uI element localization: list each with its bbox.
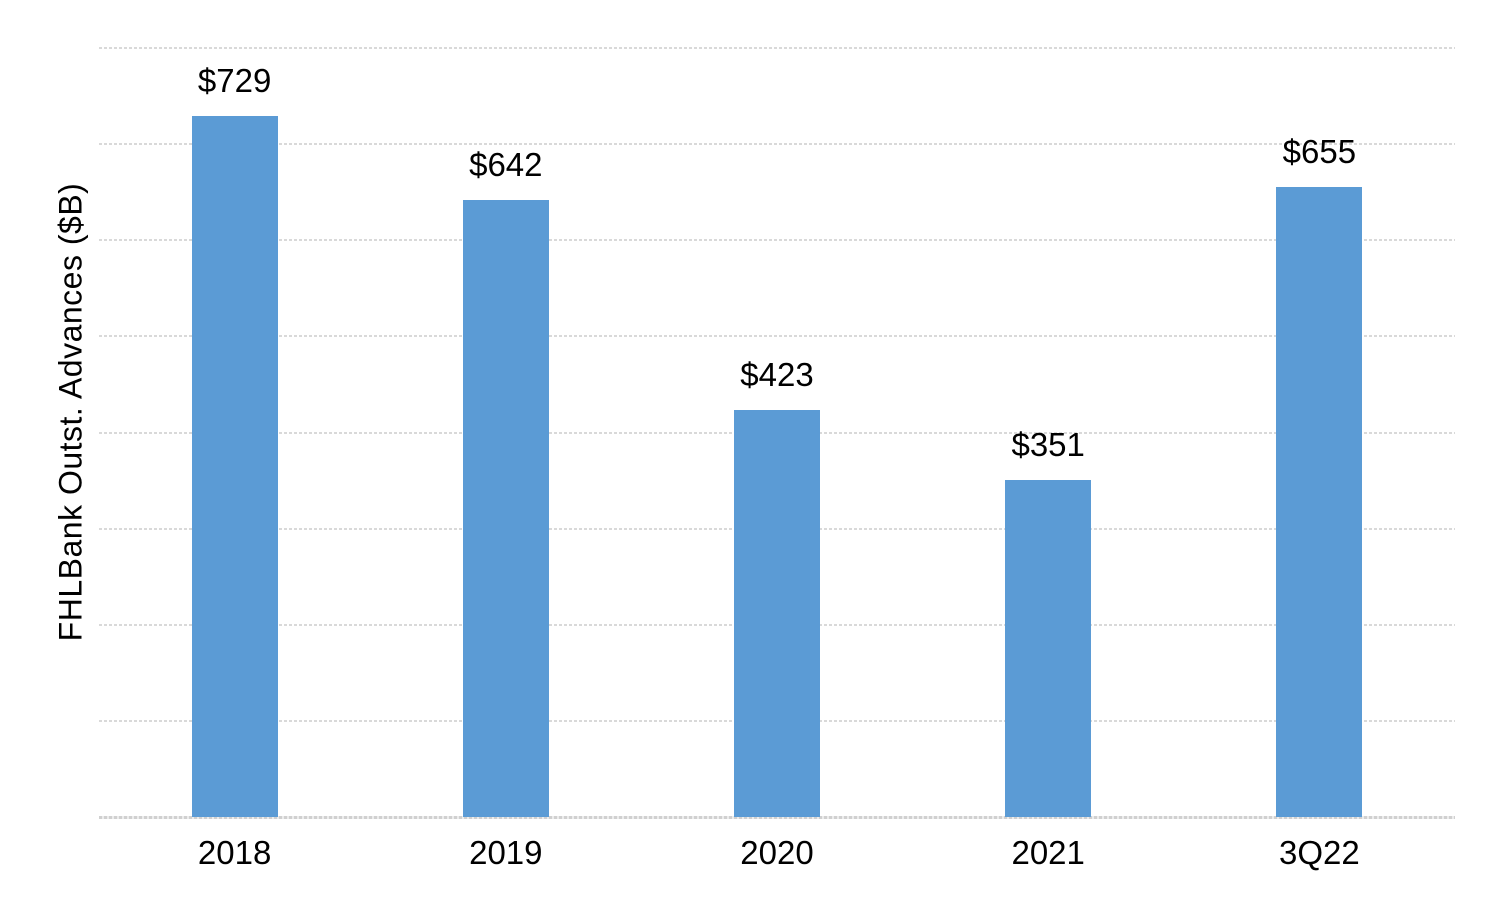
- bar-3Q22: [1276, 187, 1363, 817]
- bar-value-label-3Q22: $655: [1282, 133, 1357, 171]
- x-tick-label-2019: 2019: [469, 834, 543, 871]
- x-tick-label-2018: 2018: [197, 834, 272, 871]
- bar-2020: [734, 410, 820, 817]
- x-tick-label-3Q22: 3Q22: [1279, 834, 1360, 871]
- gridline-800: [99, 47, 1455, 49]
- bar-value-label-2018: $729: [197, 62, 272, 100]
- gridline-700: [99, 143, 1455, 146]
- bar-2021: [1005, 479, 1092, 817]
- bar-2018: [191, 116, 278, 817]
- gridline-500: [99, 335, 1455, 338]
- x-tick-label-2021: 2021: [1011, 834, 1085, 871]
- plot-area: $729 $642 $423 $351 $655: [99, 47, 1455, 819]
- bar-value-label-2021: $351: [1011, 425, 1085, 463]
- y-axis-label: FHLBank Outst. Advances ($B): [52, 182, 89, 642]
- x-tick-label-2020: 2020: [740, 834, 814, 871]
- bar-value-label-2020: $423: [740, 356, 814, 394]
- bar-2019: [462, 199, 549, 817]
- x-axis-line: [99, 816, 1455, 819]
- gridline-600: [99, 239, 1455, 242]
- bar-value-label-2019: $642: [469, 145, 543, 183]
